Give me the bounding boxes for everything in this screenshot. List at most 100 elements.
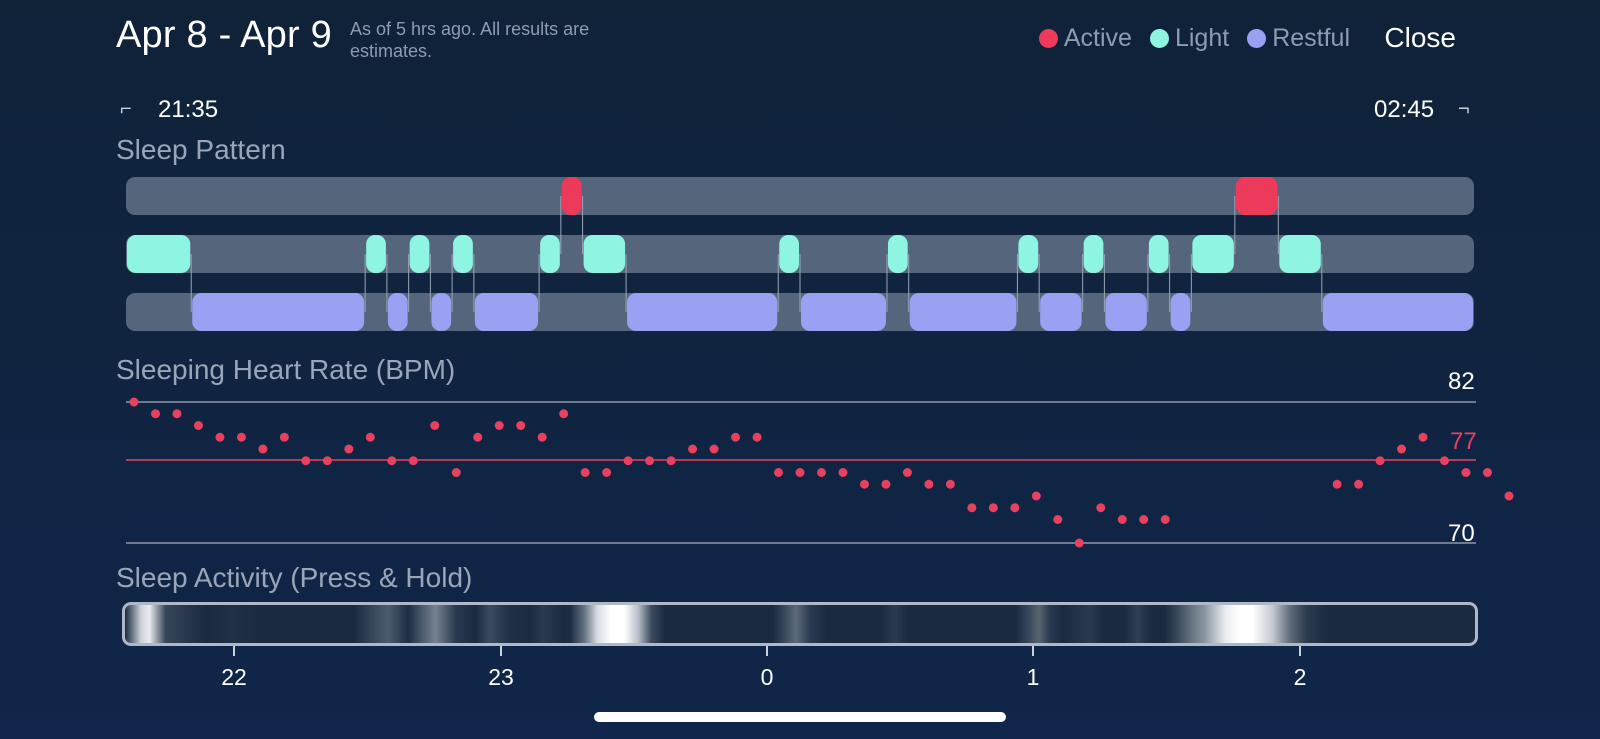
heart-rate-point (902, 468, 912, 477)
hour-tick (1032, 646, 1034, 656)
heart-rate-point (150, 409, 160, 419)
sleep-segment-restful (1170, 293, 1191, 331)
heart-rate-point (645, 456, 655, 466)
heart-rate-point (1418, 432, 1428, 442)
sleep-segment-light (1148, 235, 1169, 273)
sleep-segment-restful (1040, 293, 1082, 331)
hour-tick (233, 646, 235, 656)
heart-rate-point (430, 421, 440, 430)
heart-rate-point (516, 421, 526, 430)
range-start-time: 21:35 (158, 96, 219, 123)
legend-label-light: Light (1174, 24, 1230, 52)
sleep-segment-light (1018, 235, 1039, 273)
heart-rate-point (1010, 503, 1020, 513)
sleep-pattern-title: Sleep Pattern (116, 134, 286, 165)
heart-rate-point (1031, 491, 1041, 501)
heart-rate-point (881, 479, 891, 489)
heart-rate-point (774, 468, 784, 477)
heart-rate-point (408, 456, 418, 466)
light-dot-icon (1149, 29, 1169, 48)
heart-rate-point (279, 432, 289, 442)
sleep-segment-active (561, 177, 582, 215)
legend-label-restful: Restful (1272, 24, 1350, 52)
heart-rate-point (1482, 468, 1492, 477)
legend-item-restful: Restful (1247, 24, 1350, 53)
estimate-note: As of 5 hrs ago. All results are estimat… (350, 19, 590, 61)
heart-rate-point (816, 468, 826, 477)
heart-rate-point (451, 468, 461, 477)
heart-rate-point (580, 468, 590, 477)
min-bpm-label: 70 (1448, 520, 1475, 547)
sleep-segment-light (1083, 235, 1104, 273)
bracket-right-icon: ¬ (1458, 98, 1470, 120)
heart-rate-point (1053, 515, 1063, 524)
range-end-time: 02:45 (1374, 96, 1435, 123)
sleep-segment-active (1235, 177, 1278, 215)
heart-rate-point (1096, 503, 1106, 513)
restful-dot-icon (1247, 29, 1267, 48)
legend-item-light: Light (1149, 24, 1230, 53)
sleep-segment-light (583, 235, 626, 273)
heart-rate-point (709, 444, 719, 454)
hour-label: 2 (1293, 664, 1307, 690)
sleep-segment-restful (627, 293, 778, 331)
heart-rate-point (387, 456, 397, 466)
heart-rate-point (1139, 515, 1149, 524)
home-indicator[interactable] (594, 712, 1006, 722)
hour-label: 23 (488, 664, 514, 690)
hour-tick (766, 646, 768, 656)
sleep-segment-restful (1322, 293, 1473, 331)
heart-rate-point (172, 409, 182, 419)
sleep-segment-light (1192, 235, 1234, 273)
hour-label: 0 (760, 664, 774, 690)
hour-tick (500, 646, 502, 656)
heart-rate-point (494, 421, 504, 430)
sleep-segment-light (540, 235, 560, 273)
sleep-segment-light (1279, 235, 1321, 273)
heart-rate-point (924, 479, 934, 489)
legend-item-active: Active (1038, 24, 1132, 53)
heart-rate-point (1354, 479, 1364, 489)
heart-rate-point (623, 456, 633, 466)
sleep-segment-light (887, 235, 908, 273)
sleep-segment-restful (801, 293, 886, 331)
heart-rate-point (559, 409, 569, 419)
heart-rate-point (859, 479, 869, 489)
heart-rate-point (322, 456, 332, 466)
heart-rate-point (666, 456, 676, 466)
heart-rate-point (1074, 538, 1084, 548)
date-range-title: Apr 8 - Apr 9 (116, 14, 332, 56)
heart-rate-title: Sleeping Heart Rate (BPM) (116, 354, 456, 385)
sleep-segment-light (409, 235, 430, 273)
sleep-segment-light (453, 235, 473, 273)
close-button[interactable]: Close (1384, 22, 1456, 53)
legend: Active Light Restful (1038, 24, 1350, 53)
heart-rate-point (1332, 479, 1342, 489)
heart-rate-point (215, 432, 225, 442)
active-dot-icon (1038, 29, 1058, 48)
heart-rate-point (129, 397, 139, 407)
heart-rate-point (1375, 456, 1385, 466)
sleep-segment-light (779, 235, 799, 273)
hour-label: 1 (1026, 664, 1040, 690)
heart-rate-point (1440, 456, 1450, 466)
sleep-segment-light (127, 235, 191, 273)
sleep-segment-restful (387, 293, 408, 331)
heart-rate-point (945, 479, 955, 489)
heart-rate-point (1461, 468, 1471, 477)
heart-rate-point (602, 468, 612, 477)
heart-rate-point (537, 432, 547, 442)
sleep-segment-restful (909, 293, 1017, 331)
heart-rate-point (752, 432, 762, 442)
heart-rate-point (344, 444, 354, 454)
sleep-activity-bar[interactable] (122, 602, 1478, 646)
legend-label-active: Active (1063, 24, 1132, 52)
heart-rate-point (365, 432, 375, 442)
bracket-left-icon: ⌐ (120, 98, 132, 120)
heart-rate-point (1117, 515, 1127, 524)
heart-rate-point (795, 468, 805, 477)
heart-rate-point (688, 444, 698, 454)
heart-rate-point (967, 503, 977, 513)
